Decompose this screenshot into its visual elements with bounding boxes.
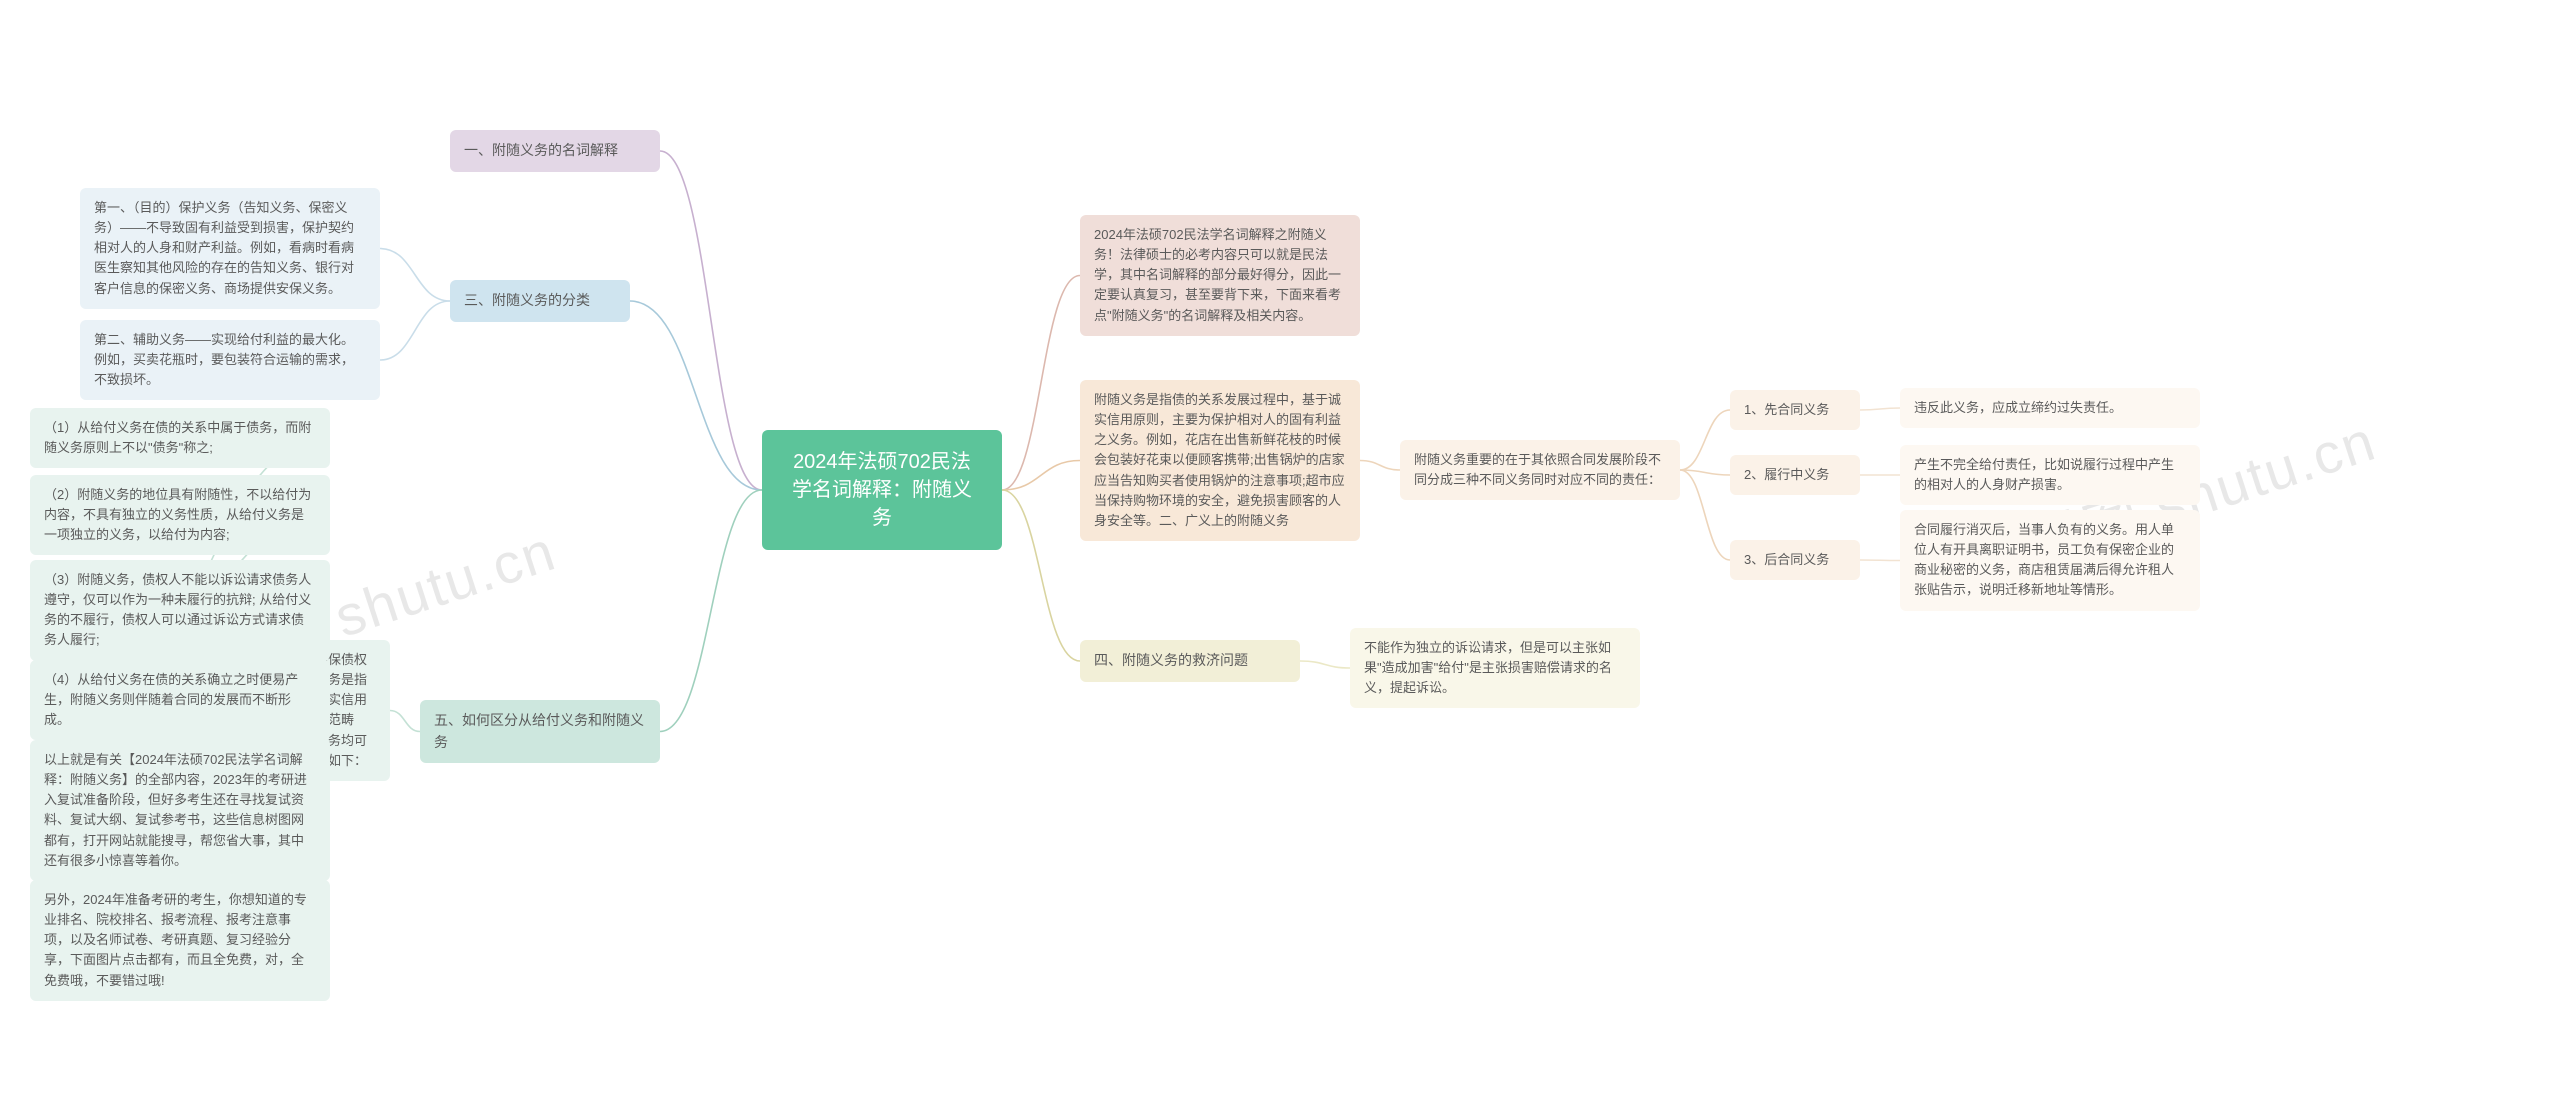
mindmap-node[interactable]: （2）附随义务的地位具有附随性，不以给付为内容，不具有独立的义务性质，从给付义务…: [30, 475, 330, 555]
mindmap-node[interactable]: 2、履行中义务: [1730, 455, 1860, 495]
connector: [390, 711, 420, 732]
mindmap-node[interactable]: （4）从给付义务在债的关系确立之时便易产生，附随义务则伴随着合同的发展而不断形成…: [30, 660, 330, 740]
mindmap-node[interactable]: 1、先合同义务: [1730, 390, 1860, 430]
connector: [1360, 461, 1400, 471]
mindmap-node[interactable]: （1）从给付义务在债的关系中属于债务，而附随义务原则上不以"债务"称之;: [30, 408, 330, 468]
root-node[interactable]: 2024年法硕702民法学名词解释：附随义务: [762, 430, 1002, 550]
mindmap-node[interactable]: 产生不完全给付责任，比如说履行过程中产生的相对人的人身财产损害。: [1900, 445, 2200, 505]
connector: [380, 249, 450, 302]
mindmap-node[interactable]: 第二、辅助义务——实现给付利益的最大化。例如，买卖花瓶时，要包装符合运输的需求，…: [80, 320, 380, 400]
connector: [660, 490, 762, 732]
connector: [380, 301, 450, 360]
connector: [1002, 461, 1080, 491]
connector: [1680, 410, 1730, 470]
mindmap-node[interactable]: 附随义务重要的在于其依照合同发展阶段不同分成三种不同义务同时对应不同的责任：: [1400, 440, 1680, 500]
connector: [1680, 470, 1730, 560]
connector: [1680, 470, 1730, 475]
mindmap-node[interactable]: 三、附随义务的分类: [450, 280, 630, 322]
connector: [660, 151, 762, 490]
mindmap-node[interactable]: 附随义务是指债的关系发展过程中，基于诚实信用原则，主要为保护相对人的固有利益之义…: [1080, 380, 1360, 541]
connector: [1002, 276, 1080, 491]
connector: [630, 301, 762, 490]
mindmap-node[interactable]: 五、如何区分从给付义务和附随义务: [420, 700, 660, 763]
mindmap-node[interactable]: 不能作为独立的诉讼请求，但是可以主张如果"造成加害"给付"是主张损害赔偿请求的名…: [1350, 628, 1640, 708]
mindmap-node[interactable]: 以上就是有关【2024年法硕702民法学名词解释：附随义务】的全部内容，2023…: [30, 740, 330, 881]
mindmap-node[interactable]: （3）附随义务，债权人不能以诉讼请求债务人遵守，仅可以作为一种未履行的抗辩; 从…: [30, 560, 330, 661]
connector: [1002, 490, 1080, 661]
mindmap-node[interactable]: 一、附随义务的名词解释: [450, 130, 660, 172]
connector: [1860, 408, 1900, 410]
mindmap-node[interactable]: 2024年法硕702民法学名词解释之附随义务！法律硕士的必考内容只可以就是民法学…: [1080, 215, 1360, 336]
mindmap-node[interactable]: 违反此义务，应成立缔约过失责任。: [1900, 388, 2200, 428]
mindmap-node[interactable]: 3、后合同义务: [1730, 540, 1860, 580]
mindmap-node[interactable]: 第一、（目的）保护义务（告知义务、保密义务）——不导致固有利益受到损害，保护契约…: [80, 188, 380, 309]
mindmap-node[interactable]: 另外，2024年准备考研的考生，你想知道的专业排名、院校排名、报考流程、报考注意…: [30, 880, 330, 1001]
mindmap-node[interactable]: 合同履行消灭后，当事人负有的义务。用人单位人有开具离职证明书，员工负有保密企业的…: [1900, 510, 2200, 611]
connector: [1300, 661, 1350, 668]
connector: [1860, 560, 1900, 561]
mindmap-node[interactable]: 四、附随义务的救济问题: [1080, 640, 1300, 682]
